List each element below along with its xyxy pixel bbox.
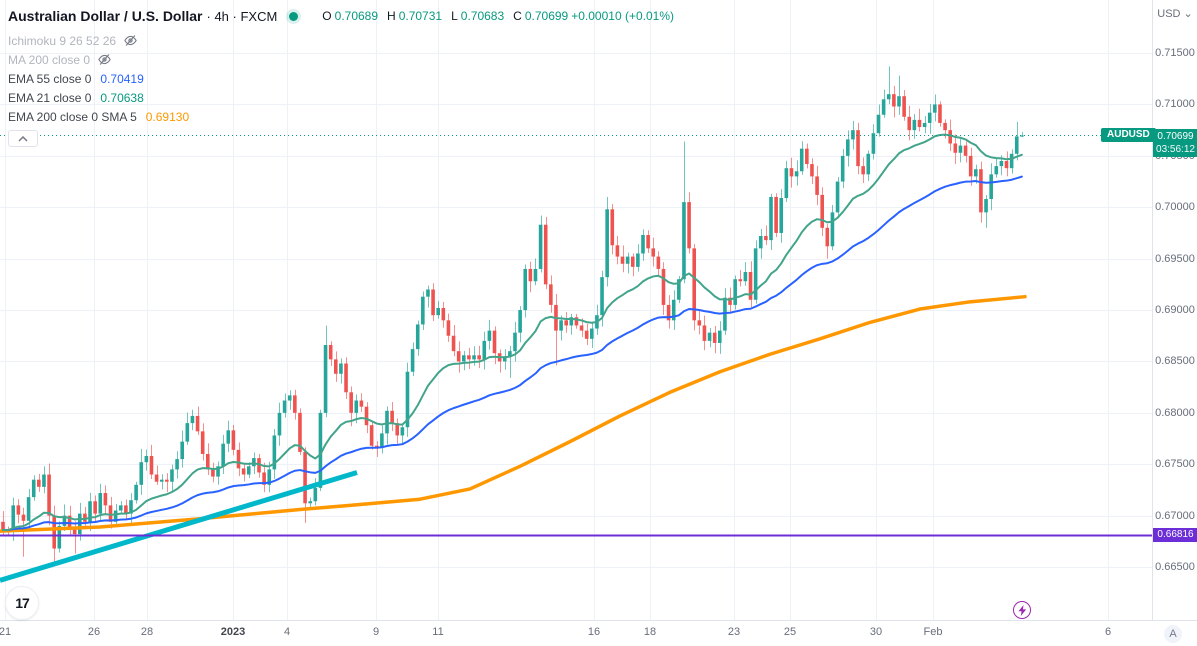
symbol-interval-exchange[interactable]: · 4h · FXCM — [206, 8, 278, 24]
chart-plot-area: Australian Dollar / U.S. Dollar · 4h · F… — [0, 0, 1156, 620]
time-tick-label: 4 — [283, 626, 291, 638]
ema55-value: 0.70419 — [100, 71, 144, 86]
low-value: 0.70683 — [460, 9, 505, 23]
time-tick-label: 21 — [0, 626, 12, 638]
time-tick-label: 25 — [783, 626, 797, 638]
current-price-badge: 0.70699 03:56:12 — [1153, 129, 1197, 157]
symbol-price-chip[interactable]: AUDUSD — [1101, 128, 1156, 142]
close-label: C — [513, 9, 522, 23]
current-price-value: 0.70699 — [1157, 131, 1194, 142]
horizontal-line-price-badge: 0.66816 — [1153, 528, 1197, 542]
price-tick-label: 0.69000 — [1155, 304, 1195, 317]
legend-row-ma200[interactable]: MA 200 close 0 — [8, 50, 677, 69]
indicator-legend: Ichimoku 9 26 52 26 MA 200 close 0 EMA 5… — [8, 31, 677, 126]
price-tick-label: 0.68000 — [1155, 406, 1195, 419]
price-tick-label: 0.71000 — [1155, 98, 1195, 111]
economic-event-lightning-icon[interactable] — [1013, 601, 1031, 619]
price-tick-label: 0.67000 — [1155, 509, 1195, 522]
legend-collapse-button[interactable] — [8, 130, 38, 147]
price-tick-label: 0.67500 — [1155, 458, 1195, 471]
chart-header: Australian Dollar / U.S. Dollar · 4h · F… — [8, 6, 677, 147]
legend-row-ichimoku[interactable]: Ichimoku 9 26 52 26 — [8, 31, 677, 50]
price-tick-label: 0.69500 — [1155, 252, 1195, 265]
time-tick-label: 11 — [432, 626, 444, 638]
change-value: +0.00010 (+0.01%) — [571, 9, 674, 23]
time-tick-label: 30 — [869, 626, 883, 638]
ema200-value: 0.69130 — [145, 109, 190, 124]
time-tick-label: 26 — [87, 626, 101, 638]
time-axis[interactable]: 21 26 28 2023 4 9 11 16 18 23 25 30 Feb 6 A — [0, 620, 1197, 646]
candlestick-chart[interactable] — [0, 0, 1152, 620]
ema21-label[interactable]: EMA 21 close 0 — [8, 90, 92, 105]
ma200-label[interactable]: MA 200 close 0 — [8, 52, 91, 67]
price-tick-label: 0.68500 — [1155, 355, 1195, 368]
visibility-off-icon[interactable] — [123, 33, 138, 48]
open-value: 0.70689 — [334, 9, 379, 23]
time-tick-label: 28 — [140, 626, 154, 638]
ema55-label[interactable]: EMA 55 close 0 — [8, 71, 92, 86]
ema21-value: 0.70638 — [100, 90, 144, 105]
time-tick-label: 18 — [643, 626, 657, 638]
price-tick-label: 0.66500 — [1155, 561, 1195, 574]
time-tick-label: 2023 — [220, 626, 246, 638]
market-status-dot[interactable] — [289, 11, 299, 21]
ema200-label[interactable]: EMA 200 close 0 SMA 5 — [8, 109, 137, 124]
time-tick-label: 9 — [372, 626, 380, 638]
symbol-title-row[interactable]: Australian Dollar / U.S. Dollar · 4h · F… — [8, 6, 677, 26]
time-tick-label: 16 — [587, 626, 601, 638]
close-value: 0.70699 — [524, 9, 569, 23]
time-tick-label: 6 — [1104, 626, 1112, 638]
legend-row-ema55[interactable]: EMA 55 close 0 0.70419 — [8, 69, 677, 88]
time-tick-label: Feb — [923, 626, 943, 638]
tradingview-logo[interactable]: 17 — [5, 586, 39, 620]
ohlc-readout: O 0.70689 H 0.70731 L 0.70683 C 0.70699 +0.0… — [316, 9, 677, 23]
high-label: H — [387, 9, 396, 23]
time-tick-label: 23 — [727, 626, 741, 638]
price-tick-label: 0.71500 — [1155, 47, 1195, 60]
price-tick-label: 0.70000 — [1155, 201, 1195, 214]
open-label: O — [322, 9, 332, 23]
legend-row-ema200[interactable]: EMA 200 close 0 SMA 5 0.69130 — [8, 107, 677, 126]
bar-countdown-timer: 03:56:12 — [1156, 144, 1195, 155]
visibility-off-icon[interactable] — [97, 52, 112, 67]
ichimoku-label[interactable]: Ichimoku 9 26 52 26 — [8, 33, 117, 48]
high-value: 0.70731 — [398, 9, 443, 23]
symbol-title[interactable]: Australian Dollar / U.S. Dollar — [8, 8, 203, 24]
low-label: L — [451, 9, 458, 23]
legend-row-ema21[interactable]: EMA 21 close 0 0.70638 — [8, 88, 677, 107]
ad-circle-button[interactable]: A — [1164, 625, 1182, 643]
price-axis[interactable]: USD ⌄ 0.715000.710000.705000.700000.6950… — [1152, 0, 1197, 620]
price-axis-unit-dropdown[interactable]: USD ⌄ — [1157, 8, 1193, 20]
